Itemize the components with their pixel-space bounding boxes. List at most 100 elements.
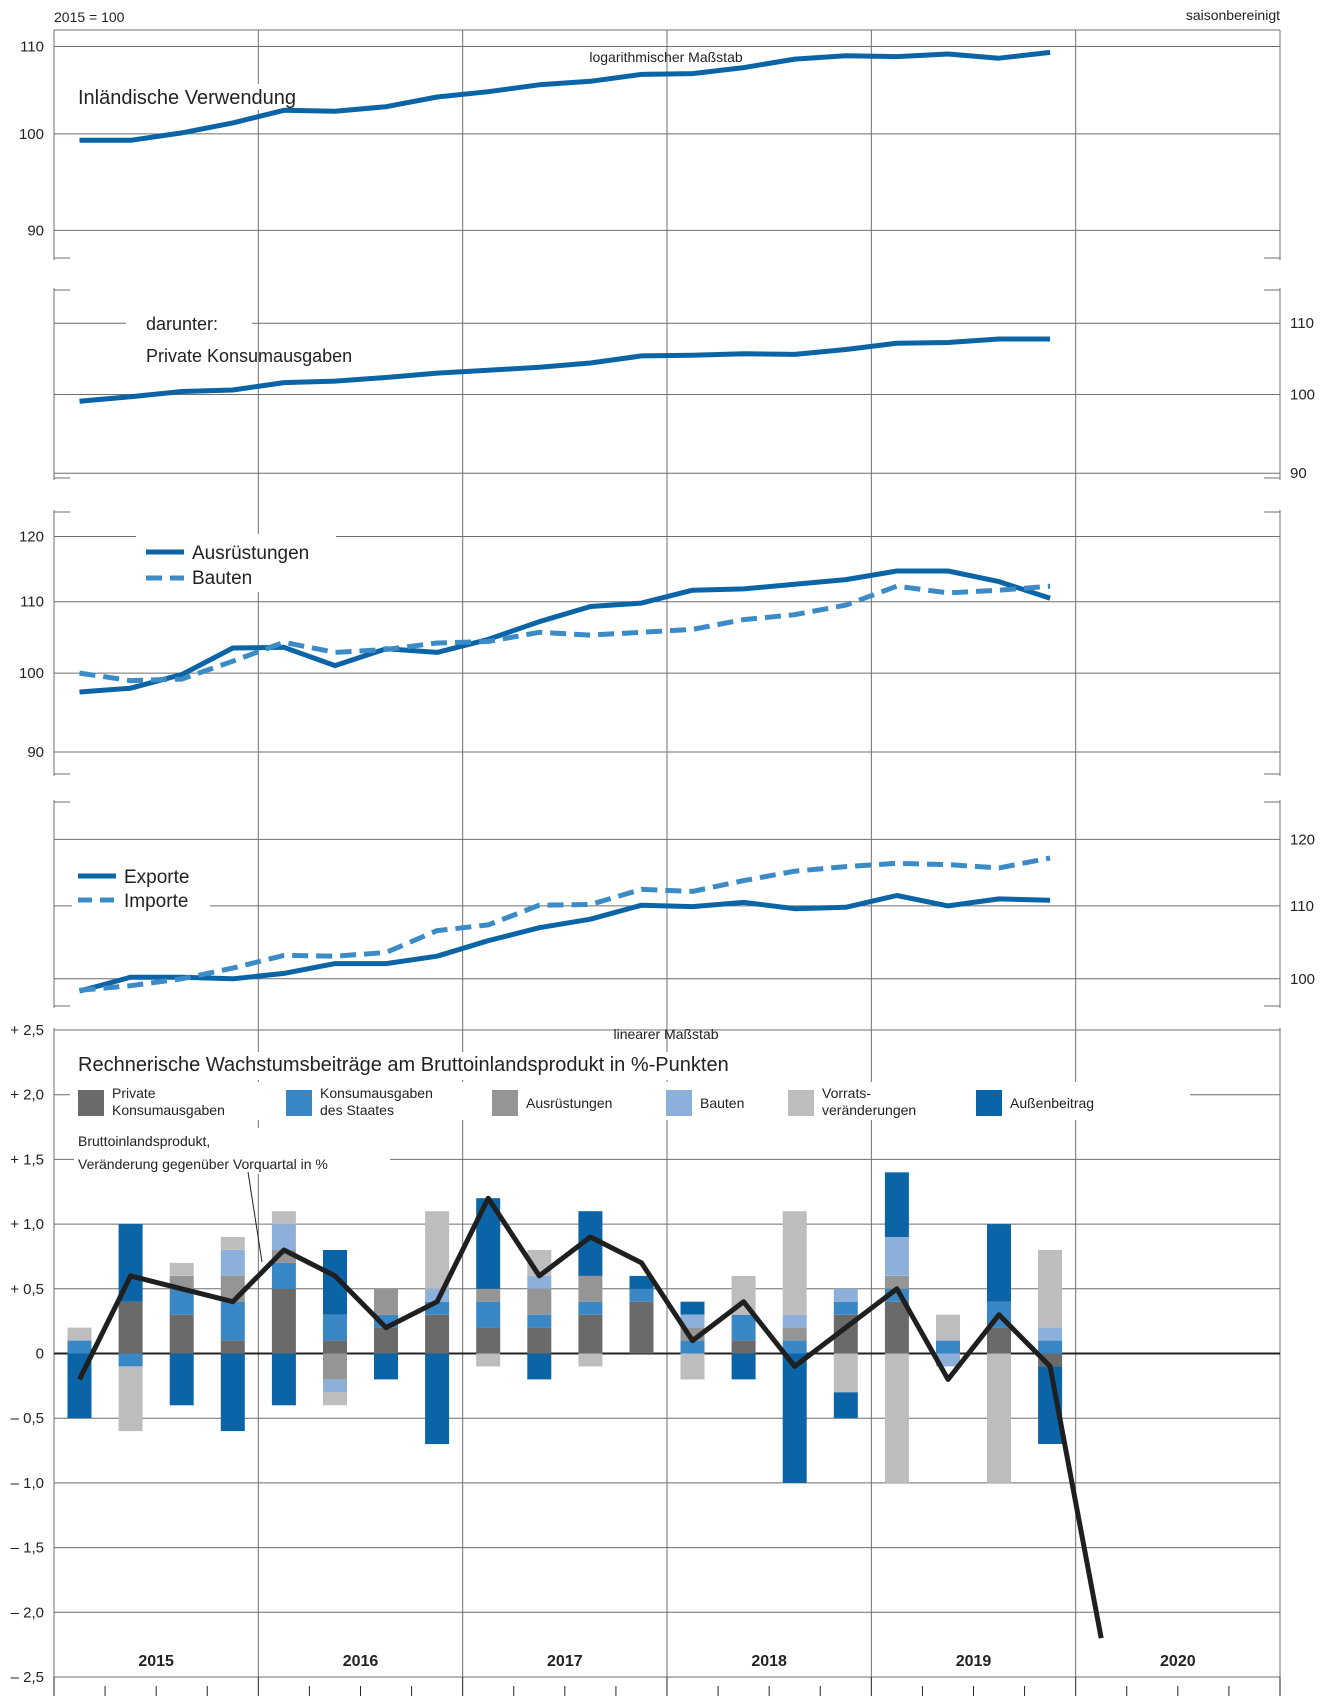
legend-swatch-vorratsver-nderungen (788, 1090, 814, 1116)
bar-segment-konsumausgaben-des-staates (476, 1301, 501, 1328)
bar-segment-bauten (936, 1353, 960, 1367)
bar-segment-au-enbeitrag (169, 1353, 194, 1406)
y-tick-label: – 1,5 (11, 1540, 44, 1557)
adjustment-label: saisonbereinigt (1186, 7, 1280, 23)
break-gap (1278, 480, 1282, 510)
grid-layer (52, 29, 1282, 1696)
bar-segment-konsumausgaben-des-staates (833, 1301, 858, 1315)
bar-segment-vorratsver-nderungen (323, 1392, 347, 1406)
bar-segment-vorratsver-nderungen (782, 1211, 807, 1315)
bar-segment-au-enbeitrag (987, 1224, 1011, 1302)
gdp-annotation-line2: Veränderung gegenüber Vorquartal in % (78, 1156, 328, 1172)
y-tick-label: + 2,0 (10, 1087, 44, 1104)
legend-swatch-ausr-stungen (492, 1090, 518, 1116)
bar-segment-private-konsumausgaben (118, 1301, 143, 1354)
bar-segment-private-konsumausgaben (987, 1327, 1011, 1354)
series-line-inl-ndische-verwendung (79, 49, 1051, 143)
label-mask (126, 310, 252, 336)
y-tick-label: – 2,0 (11, 1604, 44, 1621)
bar-segment-au-enbeitrag (731, 1353, 756, 1380)
bar-segment-bauten (833, 1288, 858, 1302)
legend-label: Außenbeitrag (1010, 1095, 1094, 1111)
bar-segment-vorratsver-nderungen (67, 1327, 92, 1341)
legend-label: Vorrats- (822, 1085, 871, 1101)
bar-segment-bauten (527, 1275, 552, 1289)
legend-swatch-private-konsumausgaben (78, 1090, 104, 1116)
bar-segment-bauten (220, 1250, 245, 1276)
bar-segment-vorratsver-nderungen (578, 1353, 603, 1367)
bar-segment-au-enbeitrag (425, 1353, 450, 1445)
panel-title-darunter: darunter: (146, 314, 218, 334)
bar-segment-private-konsumausgaben (374, 1327, 398, 1354)
legend-label-importe: Importe (124, 891, 188, 912)
series-line-exporte (78, 893, 1051, 994)
base-label: 2015 = 100 (54, 9, 125, 25)
break-gap (1278, 776, 1282, 800)
label-mask (70, 84, 326, 110)
label-layer: 90 100 110 90 100 110 90 100 110 120 100 110 120 loga… (10, 39, 1315, 1686)
bar-segment-private-konsumausgaben (220, 1340, 245, 1354)
legend-label: Private (112, 1085, 156, 1101)
y-tick-label: – 2,5 (11, 1669, 44, 1686)
break-gap (52, 260, 56, 288)
y-tick-label: 100 (1290, 971, 1315, 988)
bar-segment-bauten (680, 1314, 705, 1328)
bar-segment-bauten (1038, 1327, 1063, 1341)
bar-segment-vorratsver-nderungen (476, 1353, 501, 1367)
legend-mask (70, 1082, 1190, 1120)
series-line-bauten (79, 583, 1051, 684)
bar-segment-vorratsver-nderungen (680, 1353, 705, 1380)
legend-label: des Staates (320, 1102, 394, 1118)
legend-label: Konsumausgaben (112, 1102, 225, 1118)
break-gap (1278, 1008, 1282, 1028)
year-label-2020: 2020 (1160, 1653, 1196, 1670)
y-tick-label: + 1,5 (10, 1151, 44, 1168)
year-label-2018: 2018 (751, 1653, 787, 1670)
bar-segment-au-enbeitrag (680, 1301, 705, 1315)
break-gap (52, 776, 56, 800)
legend-label: Ausrüstungen (526, 1095, 612, 1111)
label-mask (70, 1052, 814, 1080)
bar-segment-private-konsumausgaben (169, 1314, 194, 1354)
y-tick-label: 110 (20, 594, 44, 611)
bar-layer (67, 1172, 1063, 1483)
bar-segment-au-enbeitrag (374, 1353, 398, 1380)
bar-segment-vorratsver-nderungen (1038, 1250, 1063, 1328)
bar-segment-vorratsver-nderungen (220, 1237, 245, 1250)
y-tick-label: 120 (1290, 831, 1315, 848)
bar-segment-konsumausgaben-des-staates (936, 1340, 960, 1354)
bar-segment-konsumausgaben-des-staates (527, 1314, 552, 1328)
legend-label: Bauten (700, 1095, 744, 1111)
legend-swatch-konsumausgaben-des-staates (286, 1090, 312, 1116)
series-line-private-konsumausgaben (79, 336, 1051, 404)
bar-segment-konsumausgaben-des-staates (1038, 1340, 1063, 1354)
legend-mask (136, 534, 336, 592)
legend-label-exporte: Exporte (124, 867, 189, 888)
panel-title-domestic: Inländische Verwendung (78, 87, 296, 109)
y-tick-label: 0 (36, 1346, 44, 1363)
year-label-2015: 2015 (138, 1653, 174, 1670)
bar-segment-vorratsver-nderungen (884, 1353, 909, 1483)
legend-swatch-au-enbeitrag (976, 1090, 1002, 1116)
legend-label-bauten: Bauten (192, 568, 252, 589)
y-tick-label: – 1,0 (11, 1475, 44, 1492)
bar-segment-vorratsver-nderungen (987, 1353, 1011, 1483)
bar-segment-vorratsver-nderungen (271, 1211, 296, 1225)
bar-segment-private-konsumausgaben (527, 1327, 552, 1354)
y-tick-label: 100 (19, 126, 44, 143)
bar-segment-private-konsumausgaben (731, 1340, 756, 1354)
y-tick-label: 100 (19, 665, 44, 682)
bar-segment-private-konsumausgaben (476, 1327, 501, 1354)
y-tick-label: 90 (27, 744, 44, 761)
y-tick-label: + 0,5 (10, 1281, 44, 1298)
gdp-growth-line (77, 1195, 1104, 1639)
bar-segment-private-konsumausgaben (629, 1301, 654, 1354)
bar-segment-private-konsumausgaben (578, 1314, 603, 1354)
legend-label: veränderungen (822, 1102, 916, 1118)
bar-panel-title: Rechnerische Wachstumsbeiträge am Brutto… (78, 1054, 729, 1076)
bar-segment-bauten (782, 1314, 807, 1328)
y-tick-label: 100 (1290, 386, 1315, 403)
panel-subtitle-private: Private Konsumausgaben (146, 346, 352, 366)
y-tick-label: 110 (1290, 898, 1314, 915)
